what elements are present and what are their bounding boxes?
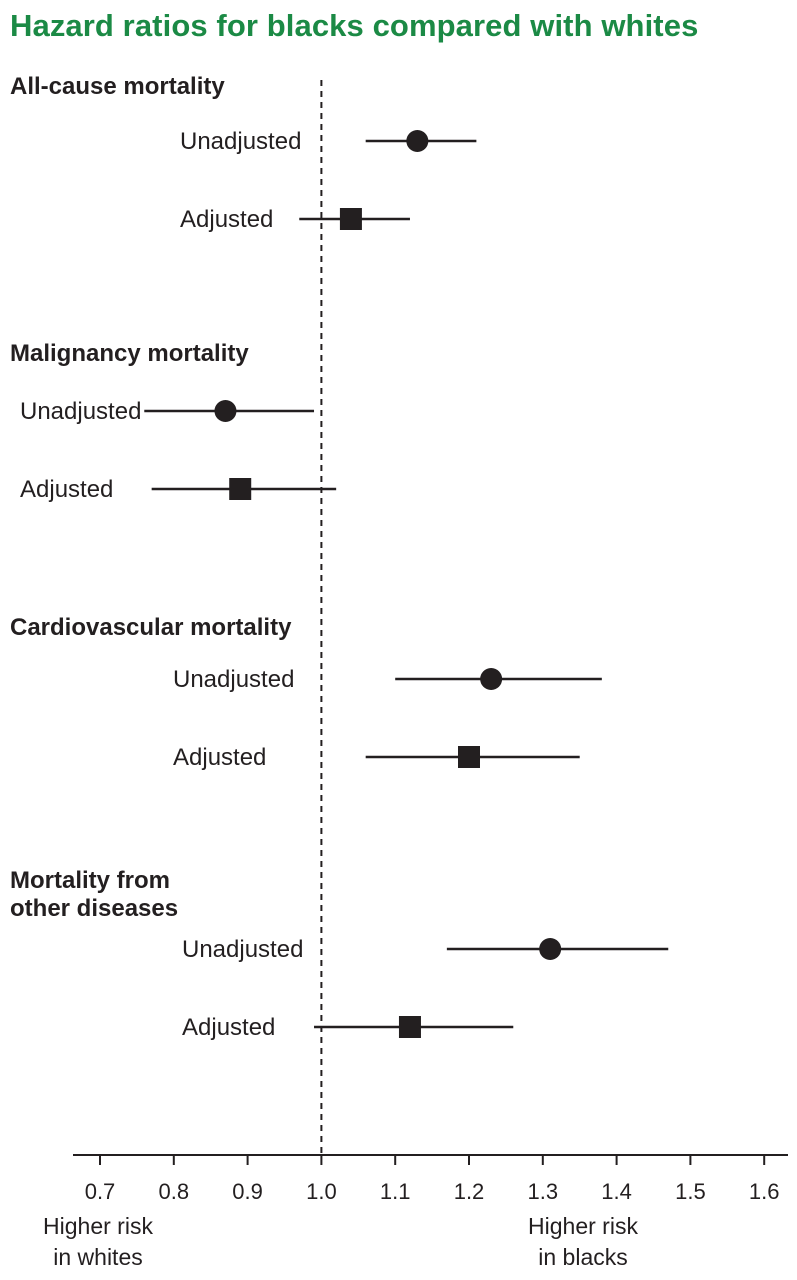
group-label: other diseases	[10, 895, 178, 922]
estimate-row: Unadjusted	[173, 666, 602, 693]
group-label: All-cause mortality	[10, 73, 225, 100]
point-estimate-square	[229, 478, 252, 500]
x-tick-label: 0.9	[232, 1179, 263, 1204]
groups: All-cause mortalityUnadjustedAdjustedMal…	[10, 73, 669, 1041]
right-annotation-line-2: in blacks	[538, 1244, 627, 1270]
row-label: Adjusted	[20, 476, 113, 503]
row-label: Adjusted	[180, 206, 273, 233]
left-annotation-line-1: Higher risk	[43, 1213, 153, 1239]
x-tick-label: 1.1	[380, 1179, 411, 1204]
estimate-row: Unadjusted	[182, 936, 669, 963]
point-estimate-circle	[406, 130, 429, 152]
row-label: Unadjusted	[182, 936, 303, 963]
x-tick-label: 1.3	[528, 1179, 559, 1204]
estimate-row: Adjusted	[20, 476, 337, 503]
group-label: Mortality from	[10, 867, 170, 894]
x-axis: 0.7 0.8 0.9 1.0 1.1 1.2 1.3 1.4 1.5 1.6	[73, 1154, 788, 1204]
point-estimate-circle	[480, 668, 503, 690]
group-label: Cardiovascular mortality	[10, 614, 292, 641]
point-estimate-circle	[539, 938, 562, 960]
x-tick-label: 0.7	[85, 1179, 116, 1204]
group: Cardiovascular mortality Unadjusted Adjust…	[10, 614, 602, 771]
group-label: Malignancy mortality	[10, 340, 249, 367]
row-label: Unadjusted	[173, 666, 294, 693]
row-label: Adjusted	[182, 1014, 275, 1041]
x-tick-label: 1.0	[306, 1179, 337, 1204]
group: Malignancy mortality Unadjusted Adjusted	[10, 340, 337, 503]
x-tick-label: 1.5	[675, 1179, 706, 1204]
estimate-row: Adjusted	[182, 1014, 514, 1041]
point-estimate-square	[339, 208, 362, 230]
estimate-row: Unadjusted	[20, 398, 315, 425]
group: All-cause mortality Unadjusted Adjusted	[10, 73, 477, 233]
point-estimate-circle	[214, 400, 237, 422]
x-tick-label: 1.6	[749, 1179, 780, 1204]
x-tick-label: 0.8	[159, 1179, 190, 1204]
point-estimate-square	[458, 746, 480, 768]
x-tick-label: 1.4	[601, 1179, 632, 1204]
estimate-row: Adjusted	[180, 206, 410, 233]
left-annotation-line-2: in whites	[53, 1244, 142, 1270]
x-tick-label: 1.2	[454, 1179, 485, 1204]
row-label: Unadjusted	[180, 128, 301, 155]
row-label: Unadjusted	[20, 398, 141, 425]
row-label: Adjusted	[173, 744, 266, 771]
point-estimate-square	[398, 1016, 421, 1038]
estimate-row: Adjusted	[173, 744, 580, 771]
chart-title: Hazard ratios for blacks compared with w…	[10, 8, 699, 43]
right-annotation-line-1: Higher risk	[528, 1213, 638, 1239]
estimate-row: Unadjusted	[180, 128, 477, 155]
axis-annotations: Higher risk in whites Higher risk in bla…	[43, 1213, 638, 1270]
